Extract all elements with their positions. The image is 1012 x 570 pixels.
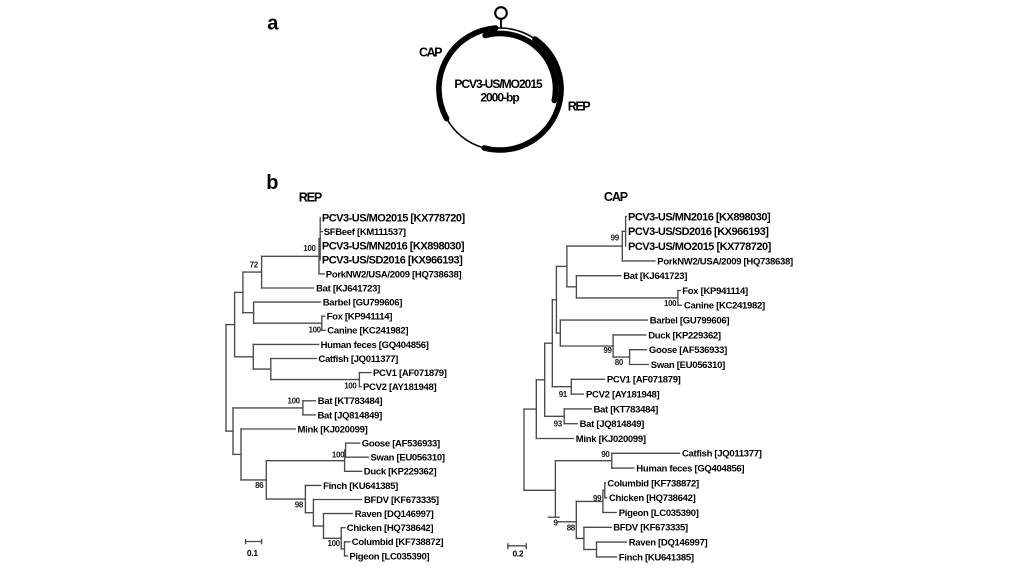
svg-text:Chicken [HQ738642]: Chicken [HQ738642]	[347, 523, 434, 534]
svg-text:80: 80	[615, 358, 624, 367]
svg-text:Human feces [GQ404856]: Human feces [GQ404856]	[636, 464, 744, 475]
svg-text:2000-bp: 2000-bp	[480, 90, 519, 104]
svg-text:99: 99	[611, 234, 620, 243]
svg-text:PCV3-US/MO2015: PCV3-US/MO2015	[454, 77, 543, 91]
svg-text:Canine [KC241982]: Canine [KC241982]	[684, 301, 765, 312]
svg-text:Human feces [GQ404856]: Human feces [GQ404856]	[321, 340, 429, 351]
svg-text:98: 98	[295, 501, 304, 510]
svg-text:Raven [DQ146997]: Raven [DQ146997]	[629, 538, 708, 549]
svg-text:Chicken [HQ738642]: Chicken [HQ738642]	[609, 493, 696, 504]
svg-text:Mink [KJ020099]: Mink [KJ020099]	[298, 424, 368, 435]
svg-text:PCV2 [AY181948]: PCV2 [AY181948]	[363, 382, 436, 393]
svg-text:Bat [KJ641723]: Bat [KJ641723]	[623, 271, 687, 282]
svg-text:Duck [KP229362]: Duck [KP229362]	[648, 330, 721, 341]
svg-text:91: 91	[559, 390, 568, 399]
svg-text:Goose [AF536933]: Goose [AF536933]	[649, 345, 727, 356]
svg-text:PCV3-US/MO2015 [KX778720]: PCV3-US/MO2015 [KX778720]	[322, 212, 466, 224]
svg-text:Bat [KT783484]: Bat [KT783484]	[594, 404, 659, 415]
svg-text:REP: REP	[568, 100, 590, 114]
svg-text:99: 99	[603, 346, 612, 355]
svg-text:Pigeon [LC035390]: Pigeon [LC035390]	[349, 551, 429, 562]
svg-text:Canine [KC241982]: Canine [KC241982]	[327, 326, 408, 337]
svg-text:100: 100	[303, 244, 316, 253]
svg-text:Finch [KU641385]: Finch [KU641385]	[323, 481, 398, 492]
svg-text:72: 72	[250, 261, 259, 270]
svg-text:PCV3-US/MN2016 [KX898030]: PCV3-US/MN2016 [KX898030]	[628, 211, 771, 223]
svg-text:PorkNW2/USA/2009 [HQ738638]: PorkNW2/USA/2009 [HQ738638]	[657, 256, 793, 267]
svg-text:PCV3-US/MN2016 [KX898030]: PCV3-US/MN2016 [KX898030]	[322, 241, 465, 253]
svg-text:100: 100	[332, 450, 345, 459]
svg-text:9: 9	[553, 519, 558, 528]
svg-text:Catfish [JQ011377]: Catfish [JQ011377]	[318, 354, 398, 365]
svg-text:0.1: 0.1	[247, 548, 258, 558]
svg-text:100: 100	[664, 299, 677, 308]
svg-text:Bat [JQ814849]: Bat [JQ814849]	[580, 419, 645, 430]
svg-text:PCV1 [AF071879]: PCV1 [AF071879]	[607, 375, 681, 386]
svg-text:93: 93	[554, 420, 563, 429]
svg-text:Pigeon [LC035390]: Pigeon [LC035390]	[619, 508, 699, 519]
svg-text:90: 90	[601, 450, 610, 459]
svg-text:REP: REP	[299, 190, 322, 204]
svg-text:Fox [KP941114]: Fox [KP941114]	[327, 312, 393, 323]
svg-text:CAP: CAP	[419, 45, 442, 59]
svg-text:86: 86	[255, 481, 264, 490]
svg-text:99: 99	[593, 494, 602, 503]
svg-text:a: a	[267, 13, 279, 35]
svg-text:Mink [KJ020099]: Mink [KJ020099]	[576, 434, 646, 445]
svg-text:b: b	[266, 172, 278, 194]
svg-text:Finch [KU641385]: Finch [KU641385]	[619, 552, 694, 563]
svg-text:Fox [KP941114]: Fox [KP941114]	[682, 286, 748, 297]
svg-text:PCV1 [AF071879]: PCV1 [AF071879]	[373, 368, 447, 379]
svg-text:Columbid [KF738872]: Columbid [KF738872]	[607, 478, 699, 489]
svg-text:PCV2 [AY181948]: PCV2 [AY181948]	[586, 390, 659, 401]
svg-text:BFDV [KF673335]: BFDV [KF673335]	[613, 523, 688, 534]
svg-text:Swan [EU056310]: Swan [EU056310]	[651, 360, 725, 371]
svg-text:Raven [DQ146997]: Raven [DQ146997]	[355, 509, 434, 520]
svg-text:Barbel [GU799606]: Barbel [GU799606]	[650, 316, 730, 327]
svg-text:PCV3-US/SD2016 [KX966193]: PCV3-US/SD2016 [KX966193]	[628, 226, 769, 238]
svg-text:Columbid [KF738872]: Columbid [KF738872]	[352, 537, 444, 548]
svg-text:Barbel [GU799606]: Barbel [GU799606]	[323, 298, 403, 309]
svg-text:Bat [KJ641723]: Bat [KJ641723]	[316, 283, 380, 294]
svg-text:Bat [KT783484]: Bat [KT783484]	[318, 396, 383, 407]
svg-text:0.2: 0.2	[512, 548, 523, 558]
svg-text:BFDV [KF673335]: BFDV [KF673335]	[364, 495, 439, 506]
svg-text:Swan [EU056310]: Swan [EU056310]	[371, 453, 445, 464]
svg-text:Bat [JQ814849]: Bat [JQ814849]	[318, 410, 383, 421]
svg-text:SFBeef [KM111537]: SFBeef [KM111537]	[324, 227, 406, 238]
svg-text:CAP: CAP	[604, 190, 628, 204]
svg-text:PorkNW2/USA/2009 [HQ738638]: PorkNW2/USA/2009 [HQ738638]	[326, 269, 462, 280]
svg-text:PCV3-US/MO2015 [KX778720]: PCV3-US/MO2015 [KX778720]	[628, 241, 772, 253]
svg-text:100: 100	[344, 381, 357, 390]
svg-text:Goose [AF536933]: Goose [AF536933]	[362, 439, 440, 450]
svg-text:100: 100	[327, 539, 340, 548]
svg-text:100: 100	[308, 325, 321, 334]
svg-text:88: 88	[567, 524, 576, 533]
svg-text:PCV3-US/SD2016 [KX966193]: PCV3-US/SD2016 [KX966193]	[322, 255, 463, 267]
svg-text:Duck [KP229362]: Duck [KP229362]	[364, 467, 437, 478]
svg-text:Catfish [JQ011377]: Catfish [JQ011377]	[682, 449, 762, 460]
svg-text:100: 100	[287, 397, 300, 406]
